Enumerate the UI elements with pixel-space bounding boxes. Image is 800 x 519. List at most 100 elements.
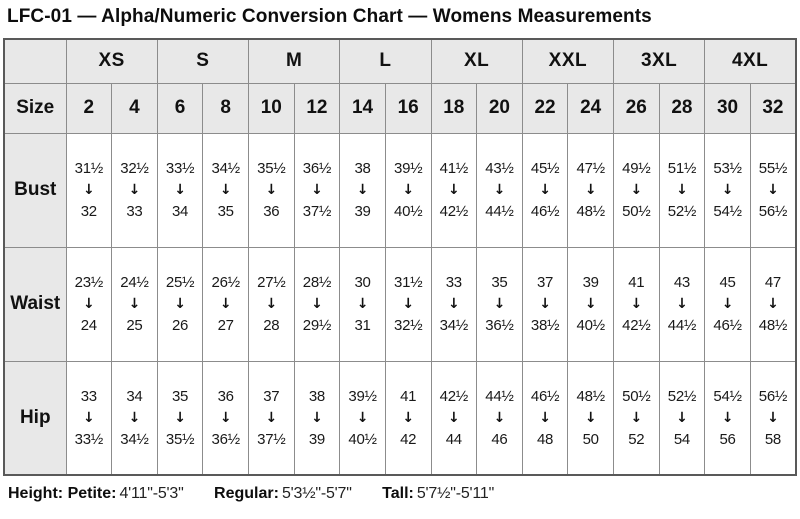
height-label: Height: bbox=[8, 485, 64, 502]
measurement-cell-bust-18: 41½ ↓ 42½ bbox=[430, 132, 478, 248]
down-arrow-icon: ↓ bbox=[447, 409, 460, 426]
down-arrow-icon: ↓ bbox=[219, 296, 232, 312]
alpha-size-row: XS S M L XL XXL 3XL 4XL bbox=[3, 38, 797, 84]
range: 56½ ↓ 58 bbox=[751, 389, 795, 447]
down-arrow-icon: ↓ bbox=[630, 409, 643, 426]
range-from: 50½ bbox=[622, 387, 651, 405]
height-note: Height: Petite: 4'11"-5'3" Regular: 5'3½"-… bbox=[8, 485, 800, 503]
range-from: 37 bbox=[537, 274, 554, 291]
range-to: 26 bbox=[172, 317, 189, 334]
measurement-cell-bust-14: 38 ↓ 39 bbox=[339, 132, 386, 248]
size-col-header-14: 14 bbox=[339, 82, 386, 134]
range-to: 39 bbox=[308, 430, 325, 448]
down-arrow-icon: ↓ bbox=[630, 296, 643, 312]
range: 36 ↓ 36½ bbox=[203, 389, 248, 447]
range-to: 44½ bbox=[667, 317, 697, 334]
range-from: 46½ bbox=[530, 387, 560, 405]
row-label-waist: Waist bbox=[3, 246, 67, 362]
measurement-cell-bust-32: 55½ ↓ 56½ bbox=[749, 132, 797, 248]
range-from: 39 bbox=[582, 274, 599, 291]
range: 32½ ↓ 33 bbox=[112, 161, 157, 219]
range-from: 31½ bbox=[74, 160, 104, 177]
measurement-cell-waist-12: 28½ ↓ 29½ bbox=[293, 246, 341, 362]
range-from: 47½ bbox=[576, 160, 606, 177]
range: 50½ ↓ 52 bbox=[614, 389, 659, 447]
page-title: LFC-01 — Alpha/Numeric Conversion Chart … bbox=[7, 6, 652, 27]
size-col-header-30: 30 bbox=[704, 82, 751, 134]
range-from: 38 bbox=[354, 160, 371, 177]
measurement-cell-waist-14: 30 ↓ 31 bbox=[339, 246, 386, 362]
down-arrow-icon: ↓ bbox=[174, 182, 186, 198]
measurement-cell-bust-30: 53½ ↓ 54½ bbox=[704, 132, 751, 248]
range: 45½ ↓ 46½ bbox=[523, 161, 568, 219]
measurement-cell-bust-20: 43½ ↓ 44½ bbox=[476, 132, 523, 248]
down-arrow-icon: ↓ bbox=[539, 296, 551, 312]
range-to: 48½ bbox=[758, 317, 788, 334]
range-from: 35 bbox=[172, 387, 189, 405]
range-to: 40½ bbox=[348, 430, 377, 448]
range: 38 ↓ 39 bbox=[295, 389, 340, 447]
down-arrow-icon: ↓ bbox=[311, 409, 323, 426]
height-regular: Regular: 5'3½"-5'7" bbox=[214, 485, 352, 502]
measurement-cell-hip-4: 34 ↓ 34½ bbox=[111, 360, 158, 476]
range-from: 32½ bbox=[120, 160, 149, 177]
down-arrow-icon: ↓ bbox=[630, 182, 643, 198]
range-from: 34½ bbox=[211, 160, 241, 177]
alpha-size-header-4xl: 4XL bbox=[704, 38, 797, 84]
measurement-cell-bust-4: 32½ ↓ 33 bbox=[111, 132, 158, 248]
measurement-cell-waist-6: 25½ ↓ 26 bbox=[156, 246, 204, 362]
down-arrow-icon: ↓ bbox=[128, 409, 141, 426]
range-from: 41 bbox=[628, 274, 645, 291]
size-col-header-12: 12 bbox=[293, 82, 341, 134]
measurement-cell-hip-10: 37 ↓ 37½ bbox=[248, 360, 295, 476]
range-from: 44½ bbox=[485, 387, 514, 405]
row-label-hip: Hip bbox=[3, 360, 67, 476]
range-to: 42 bbox=[400, 430, 417, 448]
range: 39 ↓ 40½ bbox=[568, 275, 613, 333]
alpha-size-header-s: S bbox=[156, 38, 250, 84]
down-arrow-icon: ↓ bbox=[493, 182, 506, 198]
measurement-cell-bust-10: 35½ ↓ 36 bbox=[248, 132, 295, 248]
range: 48½ ↓ 50 bbox=[568, 389, 613, 447]
down-arrow-icon: ↓ bbox=[539, 409, 551, 426]
down-arrow-icon: ↓ bbox=[493, 296, 506, 312]
range: 33 ↓ 34½ bbox=[432, 275, 477, 333]
measurement-cell-waist-22: 37 ↓ 38½ bbox=[521, 246, 569, 362]
range-to: 58 bbox=[764, 430, 781, 448]
down-arrow-icon: ↓ bbox=[402, 182, 415, 198]
height-tall: Tall: 5'7½"-5'11" bbox=[382, 485, 494, 502]
range-to: 48 bbox=[537, 430, 554, 448]
down-arrow-icon: ↓ bbox=[447, 296, 460, 312]
range: 34½ ↓ 35 bbox=[203, 161, 248, 219]
measurement-cell-waist-26: 41 ↓ 42½ bbox=[613, 246, 660, 362]
range: 35 ↓ 36½ bbox=[477, 275, 522, 333]
range-from: 41 bbox=[400, 387, 417, 405]
down-arrow-icon: ↓ bbox=[265, 409, 278, 426]
range-from: 49½ bbox=[622, 160, 651, 177]
range: 44½ ↓ 46 bbox=[477, 389, 522, 447]
down-arrow-icon: ↓ bbox=[584, 182, 597, 198]
size-col-header-22: 22 bbox=[521, 82, 569, 134]
measurement-cell-waist-28: 43 ↓ 44½ bbox=[658, 246, 706, 362]
range-from: 47 bbox=[764, 274, 781, 291]
measurement-cell-bust-28: 51½ ↓ 52½ bbox=[658, 132, 706, 248]
down-arrow-icon: ↓ bbox=[767, 182, 779, 198]
alpha-size-header-xl: XL bbox=[430, 38, 523, 84]
range-to: 31 bbox=[354, 317, 371, 334]
down-arrow-icon: ↓ bbox=[447, 182, 460, 198]
size-col-header-6: 6 bbox=[156, 82, 204, 134]
down-arrow-icon: ↓ bbox=[174, 296, 186, 312]
range-from: 53½ bbox=[713, 160, 742, 177]
range-to: 42½ bbox=[622, 317, 651, 334]
range-to: 32 bbox=[80, 203, 97, 220]
range-from: 38 bbox=[308, 387, 325, 405]
down-arrow-icon: ↓ bbox=[676, 182, 688, 198]
range-to: 35½ bbox=[165, 430, 195, 448]
measurement-cell-waist-32: 47 ↓ 48½ bbox=[749, 246, 797, 362]
size-col-header-18: 18 bbox=[430, 82, 478, 134]
measurement-cell-waist-16: 31½ ↓ 32½ bbox=[384, 246, 432, 362]
range: 34 ↓ 34½ bbox=[112, 389, 157, 447]
range-to: 33 bbox=[126, 203, 143, 220]
down-arrow-icon: ↓ bbox=[584, 409, 597, 426]
down-arrow-icon: ↓ bbox=[721, 296, 734, 312]
